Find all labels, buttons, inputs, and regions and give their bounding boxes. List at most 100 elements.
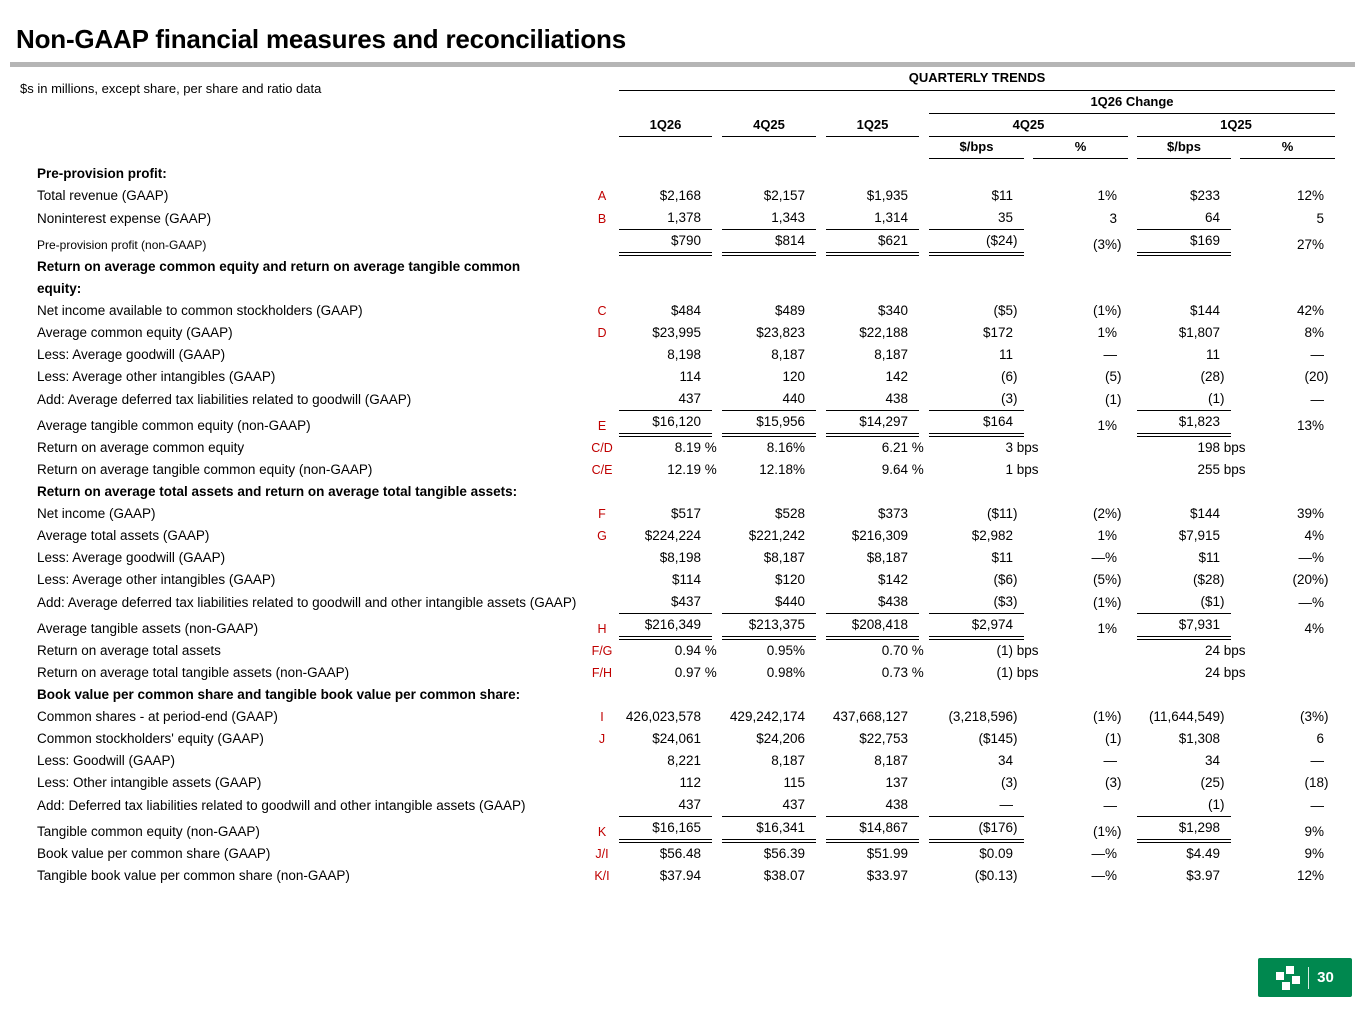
cell-1q25: 137	[826, 772, 919, 794]
value-number: 4%	[1304, 528, 1324, 543]
cell-chg-4q25-pct: (1%)	[1033, 592, 1128, 614]
value-number: 0.98%	[766, 665, 805, 680]
value-suffix: %	[701, 440, 717, 455]
value-number: 198	[1197, 440, 1220, 455]
value-suffix: )	[1013, 594, 1018, 609]
cell-chg-4q25-pct: —	[1033, 795, 1128, 817]
cell-1q26: $24,061	[619, 728, 712, 750]
value-suffix: %	[701, 462, 717, 477]
row-label: Total revenue (GAAP)	[37, 188, 169, 203]
value-number: $144	[1189, 506, 1220, 521]
value-number: —%	[1298, 595, 1324, 610]
row-ref: K/I	[594, 869, 610, 883]
cell-chg-4q25-pct: —%	[1033, 547, 1128, 569]
cell-chg-1q25-pct: 12%	[1240, 185, 1335, 207]
cell-chg-4q25-dollar: $0.09	[929, 843, 1024, 865]
value-suffix: )	[1220, 775, 1225, 790]
value-number: ($28	[1192, 572, 1220, 587]
cell-chg-1q25-pct: —%	[1240, 592, 1335, 614]
cell-1q26: $16,120	[619, 411, 712, 437]
cell-chg-1q25-pct: 27%	[1240, 234, 1335, 256]
table-row: Less: Other intangible assets (GAAP) 112 1…	[0, 772, 1365, 794]
cell-chg-4q25-pct: (5%)	[1033, 569, 1128, 591]
change-group-header: 1Q26 Change	[929, 94, 1335, 114]
section-header-row: Return on average common equity and retu…	[0, 256, 1365, 300]
row-ref: F/G	[591, 644, 613, 658]
value-number: $22,188	[859, 325, 908, 340]
value-number: 142	[885, 369, 908, 384]
value-number: $120	[774, 572, 805, 587]
table-row: Less: Goodwill (GAAP) 8,221 8,187 8,187 34 — 3…	[0, 750, 1365, 772]
cell-1q25: $22,753	[826, 728, 919, 750]
value-number: $15,956	[756, 414, 805, 429]
table-row: Add: Average deferred tax liabilities re…	[0, 591, 1365, 614]
row-label: Return on average tangible common equity…	[37, 462, 373, 477]
value-suffix: %	[701, 665, 717, 680]
cell-chg-4q25-dollar: (3)	[929, 772, 1024, 794]
value-number: $16,120	[652, 414, 701, 429]
cell-4q25: $56.39	[722, 843, 816, 865]
row-label: Average common equity (GAAP)	[37, 325, 233, 340]
row-label: Average total assets (GAAP)	[37, 528, 210, 543]
row-label: Add: Average deferred tax liabilities re…	[37, 595, 577, 610]
value-number: ($6	[993, 572, 1013, 587]
value-number: $23,995	[652, 325, 701, 340]
value-number: $172	[982, 325, 1013, 340]
cell-1q26: $216,349	[619, 614, 712, 640]
value-number: ($176	[978, 820, 1013, 835]
table-row: Book value per common share (GAAP) J/I $56…	[0, 843, 1365, 865]
value-number: 0.70	[881, 643, 908, 658]
value-suffix: )	[1220, 797, 1225, 812]
row-ref: B	[597, 212, 607, 226]
value-number: $23,823	[756, 325, 805, 340]
value-number: $142	[877, 572, 908, 587]
table-row: Pre-provision profit (non-GAAP) $790 $814 $…	[0, 230, 1365, 256]
value-number: —	[1103, 347, 1118, 362]
value-suffix: )	[1324, 369, 1329, 384]
cell-chg-4q25-dollar: (1) bps	[929, 640, 1039, 662]
value-suffix: %	[701, 643, 717, 658]
value-number: $4.49	[1186, 846, 1220, 861]
value-suffix: )	[1013, 506, 1018, 521]
cell-chg-1q25-pct: —	[1240, 795, 1335, 817]
cell-chg-1q25-pct	[1240, 640, 1335, 662]
cell-chg-1q25-dollar: $3.97	[1137, 865, 1231, 887]
value-number: (28	[1200, 369, 1220, 384]
value-number: (25	[1200, 775, 1220, 790]
cell-chg-1q25-pct: 13%	[1240, 415, 1335, 437]
value-number: 12%	[1296, 868, 1324, 883]
cell-1q25: 142	[826, 366, 919, 388]
cell-1q26: 437	[619, 794, 712, 817]
value-number: ($3	[993, 594, 1013, 609]
cell-chg-4q25-dollar: ($145)	[929, 728, 1024, 750]
table-row: Less: Average other intangibles (GAAP) 11…	[0, 366, 1365, 388]
value-number: 9%	[1304, 824, 1324, 839]
row-label: Book value per common share (GAAP)	[37, 846, 271, 861]
cell-chg-4q25-pct: 1%	[1033, 618, 1128, 640]
footer-badge: 30	[1258, 958, 1352, 997]
value-suffix: %	[908, 440, 924, 455]
value-number: 0.95%	[766, 643, 805, 658]
table-row: Add: Deferred tax liabilities related to…	[0, 794, 1365, 817]
row-label: Average tangible common equity (non-GAAP…	[37, 418, 311, 433]
table-row: Common shares - at period-end (GAAP) I 426…	[0, 706, 1365, 728]
value-number: $11	[991, 550, 1013, 565]
value-number: $1,823	[1178, 414, 1220, 429]
value-number: $2,168	[659, 188, 701, 203]
cell-1q25: 6.21 %	[826, 437, 924, 459]
value-number: (2%	[1092, 506, 1117, 521]
cell-chg-1q25-dollar: (28)	[1137, 366, 1231, 388]
value-number: $373	[877, 506, 908, 521]
subcol-header-4q25-dollar-bps: $/bps	[929, 139, 1024, 159]
cell-1q26: $114	[619, 569, 712, 591]
value-number: $2,974	[971, 617, 1013, 632]
cell-1q26: $517	[619, 503, 712, 525]
cell-chg-1q25-pct: (3%)	[1240, 706, 1335, 728]
units-note: $s in millions, except share, per share …	[20, 81, 322, 96]
page-number: 30	[1317, 969, 1334, 986]
value-number: —	[1310, 753, 1325, 768]
value-number: (3%	[1092, 237, 1117, 252]
cell-4q25: $15,956	[722, 411, 816, 437]
row-ref: E	[597, 419, 607, 433]
value-number: $33.97	[866, 868, 908, 883]
